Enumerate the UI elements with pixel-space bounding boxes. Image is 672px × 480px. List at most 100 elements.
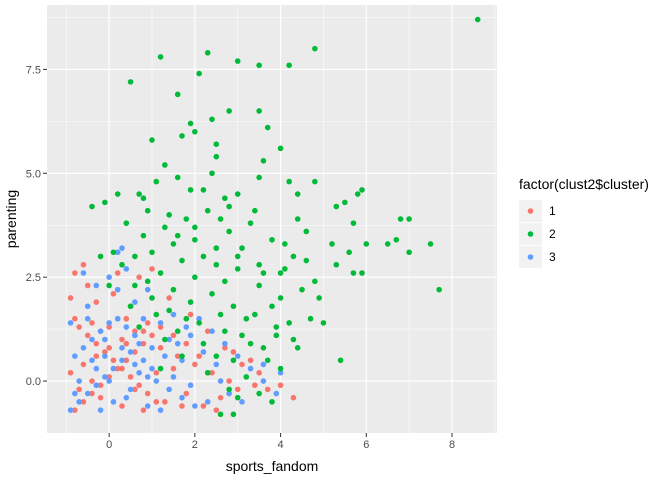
data-point-cluster-2 — [132, 282, 138, 289]
data-point-cluster-3 — [183, 324, 190, 330]
data-point-cluster-1 — [153, 369, 160, 376]
data-point-cluster-2 — [346, 249, 352, 256]
data-point-cluster-2 — [474, 16, 481, 23]
data-point-cluster-2 — [187, 120, 194, 127]
data-point-cluster-1 — [132, 349, 138, 355]
legend-title: factor(clust2$cluster) — [519, 176, 649, 192]
data-point-cluster-2 — [192, 128, 198, 135]
major-gridlines — [47, 5, 497, 433]
data-point-cluster-2 — [256, 108, 262, 114]
data-point-cluster-3 — [119, 345, 125, 351]
data-point-cluster-3 — [144, 403, 151, 409]
data-point-cluster-1 — [149, 266, 155, 272]
data-point-cluster-1 — [114, 270, 121, 276]
data-point-cluster-1 — [140, 328, 147, 334]
data-point-cluster-1 — [136, 382, 142, 389]
data-point-cluster-2 — [234, 191, 241, 197]
data-point-cluster-2 — [213, 245, 220, 251]
data-point-cluster-2 — [226, 228, 232, 235]
data-point-cluster-1 — [89, 390, 95, 397]
legend-label: 1 — [549, 204, 556, 218]
data-point-cluster-1 — [209, 369, 215, 376]
data-point-cluster-2 — [234, 58, 241, 64]
data-point-cluster-2 — [209, 170, 215, 177]
data-point-cluster-3 — [127, 349, 134, 355]
data-point-cluster-1 — [166, 295, 172, 301]
data-point-cluster-2 — [200, 340, 207, 347]
data-point-cluster-1 — [230, 349, 237, 355]
data-point-cluster-3 — [84, 315, 91, 322]
data-point-cluster-2 — [316, 295, 322, 301]
data-point-cluster-2 — [359, 187, 365, 193]
data-point-cluster-2 — [239, 332, 245, 339]
data-point-cluster-2 — [209, 290, 215, 297]
data-point-cluster-2 — [226, 203, 232, 210]
data-point-cluster-2 — [200, 187, 207, 193]
data-point-cluster-3 — [106, 274, 112, 280]
data-point-cluster-3 — [157, 320, 164, 326]
data-point-cluster-2 — [294, 345, 301, 351]
data-point-cluster-3 — [170, 374, 177, 380]
data-point-cluster-1 — [183, 390, 190, 397]
data-point-cluster-2 — [230, 411, 237, 418]
data-point-cluster-2 — [269, 303, 275, 310]
data-point-cluster-1 — [80, 361, 87, 368]
data-point-cluster-2 — [209, 116, 215, 123]
data-point-cluster-1 — [67, 369, 74, 376]
data-point-cluster-1 — [80, 399, 87, 405]
data-point-cluster-2 — [174, 174, 181, 181]
data-point-cluster-2 — [183, 216, 190, 222]
data-point-cluster-1 — [97, 394, 104, 401]
data-point-cluster-1 — [239, 361, 245, 368]
data-point-cluster-2 — [393, 236, 400, 243]
data-point-cluster-3 — [187, 332, 194, 339]
data-point-cluster-2 — [162, 162, 168, 168]
data-point-cluster-1 — [157, 345, 164, 351]
data-point-cluster-3 — [123, 266, 130, 272]
data-point-cluster-2 — [256, 62, 262, 69]
axis-tick-labels: 0 2 4 6 8 0.0 2.5 5.0 7.5 — [26, 64, 455, 451]
data-point-cluster-3 — [162, 353, 168, 359]
data-point-cluster-2 — [226, 108, 232, 114]
data-point-cluster-3 — [97, 328, 104, 334]
data-point-cluster-2 — [286, 178, 292, 185]
data-point-cluster-2 — [183, 315, 190, 322]
data-point-cluster-2 — [196, 70, 202, 77]
data-point-cluster-3 — [196, 315, 202, 322]
data-point-cluster-2 — [217, 411, 224, 418]
data-point-cluster-2 — [192, 274, 198, 280]
data-point-cluster-1 — [179, 403, 185, 409]
data-point-cluster-2 — [273, 324, 280, 330]
data-point-cluster-2 — [114, 191, 121, 197]
legend-label: 2 — [549, 227, 556, 241]
data-point-cluster-2 — [213, 261, 220, 268]
data-point-cluster-2 — [157, 270, 164, 276]
data-point-cluster-2 — [294, 191, 301, 197]
data-point-cluster-2 — [239, 245, 245, 251]
data-point-cluster-2 — [140, 232, 147, 239]
data-point-cluster-2 — [350, 270, 357, 276]
data-point-cluster-2 — [213, 153, 220, 160]
data-point-cluster-3 — [209, 328, 215, 334]
data-point-cluster-2 — [277, 365, 284, 372]
data-point-cluster-2 — [354, 191, 361, 197]
data-point-cluster-1 — [226, 378, 232, 384]
data-point-cluster-3 — [114, 286, 121, 293]
axis-ticks — [43, 68, 453, 437]
x-tick-label: 4 — [278, 439, 284, 451]
data-point-cluster-2 — [213, 353, 220, 359]
legend-label: 3 — [549, 250, 556, 264]
data-point-cluster-3 — [114, 315, 121, 322]
data-point-cluster-3 — [217, 378, 224, 384]
minor-gridlines — [47, 5, 497, 433]
data-points — [67, 16, 481, 418]
data-point-cluster-3 — [213, 361, 220, 368]
data-point-cluster-3 — [170, 311, 177, 318]
data-point-cluster-1 — [252, 382, 258, 389]
data-point-cluster-2 — [264, 357, 271, 364]
data-point-cluster-1 — [89, 378, 95, 384]
data-point-cluster-2 — [149, 137, 155, 143]
data-point-cluster-3 — [114, 249, 121, 256]
data-point-cluster-1 — [84, 282, 91, 289]
data-point-cluster-1 — [72, 315, 78, 322]
